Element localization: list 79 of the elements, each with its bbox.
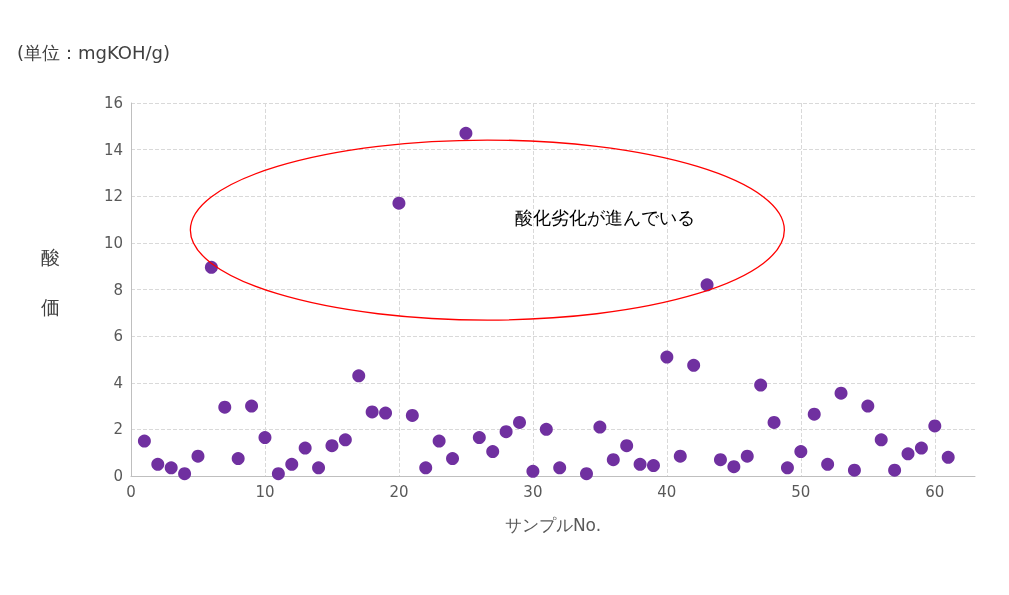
- point: [258, 431, 272, 445]
- point: [861, 399, 875, 413]
- y-tick-label: 2: [113, 420, 123, 439]
- point: [271, 467, 285, 481]
- point: [191, 449, 205, 463]
- point: [914, 441, 928, 455]
- point: [338, 433, 352, 447]
- point: [419, 461, 433, 475]
- y-tick-label: 6: [113, 327, 123, 346]
- y-tick-label: 16: [103, 94, 123, 112]
- point: [218, 400, 232, 414]
- point: [593, 420, 607, 434]
- point: [754, 378, 768, 392]
- point: [245, 399, 259, 413]
- point: [807, 407, 821, 421]
- point: [941, 450, 955, 464]
- point: [687, 358, 701, 372]
- y-tick-label: 8: [113, 280, 123, 299]
- point: [352, 369, 366, 383]
- point: [379, 406, 393, 420]
- x-axis-title: サンプルNo.: [504, 514, 602, 535]
- point: [834, 386, 848, 400]
- point: [646, 459, 660, 473]
- point: [298, 441, 312, 455]
- point: [928, 419, 942, 433]
- point: [901, 447, 915, 461]
- y-tick-label: 14: [103, 140, 123, 159]
- point: [472, 431, 486, 445]
- point: [539, 422, 553, 436]
- point: [780, 461, 794, 475]
- chart-title: (単位：mgKOH/g): [17, 41, 171, 63]
- point: [312, 461, 326, 475]
- point: [660, 350, 674, 364]
- y-tick-label: 0: [113, 467, 123, 485]
- point: [740, 449, 754, 463]
- x-tick-label: 40: [657, 482, 677, 501]
- point: [459, 126, 473, 140]
- point: [794, 445, 808, 459]
- point: [580, 467, 593, 481]
- x-tick-label: 0: [126, 482, 136, 501]
- point: [446, 452, 460, 466]
- x-tick-label: 20: [389, 482, 409, 501]
- point: [365, 405, 379, 419]
- point: [486, 445, 500, 459]
- point: [499, 425, 513, 439]
- point: [620, 439, 634, 453]
- point: [231, 452, 245, 466]
- point: [821, 457, 835, 471]
- point: [767, 415, 781, 429]
- x-tick-label: 30: [523, 482, 543, 501]
- x-tick-label: 50: [791, 482, 811, 501]
- point: [633, 457, 647, 471]
- y-axis-title: 酸価: [41, 232, 63, 336]
- point: [432, 434, 446, 448]
- point: [847, 463, 861, 477]
- point: [137, 434, 151, 448]
- point: [405, 408, 419, 422]
- point: [713, 453, 727, 467]
- point: [178, 467, 192, 481]
- point: [888, 463, 902, 477]
- point: [606, 453, 620, 467]
- point: [151, 457, 165, 471]
- point: [727, 460, 741, 474]
- point: [325, 439, 339, 453]
- annotation: 酸化劣化が進んでいる: [515, 207, 696, 229]
- point: [700, 278, 714, 292]
- point: [874, 433, 888, 447]
- point: [164, 461, 178, 475]
- point: [392, 196, 406, 210]
- y-tick-label: 12: [103, 187, 123, 206]
- point: [526, 464, 540, 478]
- point: [553, 461, 567, 475]
- y-tick-label: 10: [103, 233, 123, 252]
- y-tick-label: 4: [113, 373, 123, 392]
- x-tick-label: 60: [925, 482, 945, 501]
- point: [673, 449, 687, 463]
- x-tick-label: 10: [255, 482, 275, 501]
- point: [513, 415, 527, 429]
- point: [285, 457, 299, 471]
